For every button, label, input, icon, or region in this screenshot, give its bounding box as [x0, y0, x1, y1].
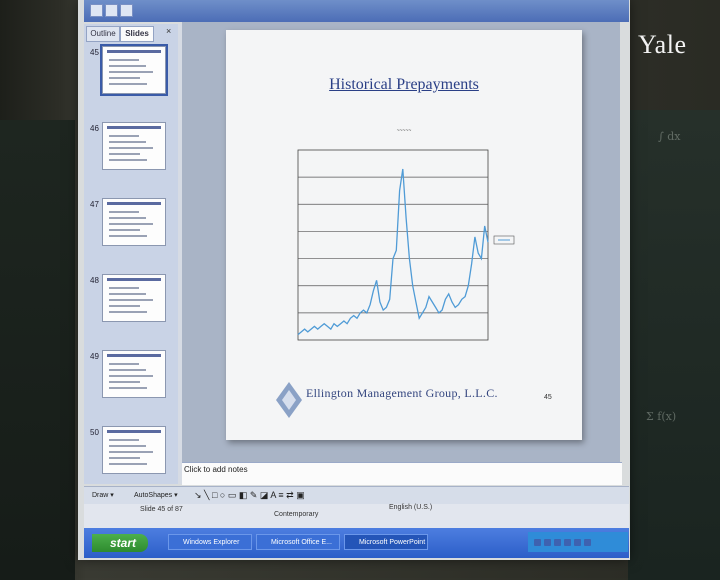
close-icon[interactable] [120, 4, 133, 17]
panel-close-icon[interactable]: × [166, 26, 172, 36]
left-chalkboard [0, 120, 75, 580]
slide-title: Historical Prepayments [329, 76, 479, 93]
chart-frame [297, 149, 489, 341]
slide-thumbnail[interactable] [102, 122, 166, 170]
language-indicator: English (U.S.) [389, 504, 433, 511]
slide-thumbnail[interactable] [102, 274, 166, 322]
chart-legend-box [493, 235, 515, 245]
company-logo-text: Ellington Management Group, L.L.C. [306, 386, 498, 400]
status-bar: Slide 45 of 87 Contemporary English (U.S… [84, 504, 629, 528]
yale-watermark: Yale [638, 30, 687, 59]
tray-icon[interactable] [574, 539, 581, 546]
thumbnail-number: 49 [90, 352, 99, 361]
taskbar-item-explorer[interactable]: Windows Explorer [168, 534, 252, 550]
thumbnail-number: 45 [90, 48, 99, 57]
tray-icon[interactable] [584, 539, 591, 546]
slides-panel: Outline Slides × 45 46 47 48 49 50 [84, 24, 182, 484]
save-icon[interactable] [90, 4, 103, 17]
prepayment-chart [297, 149, 515, 341]
thumbnail-number: 50 [90, 428, 99, 437]
slide-thumbnail[interactable] [102, 426, 166, 474]
draw-menu[interactable]: Draw ▾ [92, 492, 114, 499]
right-chalkboard: ∫ dx Σ f(x) [628, 110, 720, 580]
thumbnail-number: 48 [90, 276, 99, 285]
tray-icon[interactable] [534, 539, 541, 546]
thumbnail-number: 47 [90, 200, 99, 209]
notes-placeholder: Click to add notes [184, 465, 248, 474]
tab-outline[interactable]: Outline [86, 26, 120, 42]
slide-position: Slide 45 of 87 [140, 506, 183, 513]
thumbnail-number: 46 [90, 124, 99, 133]
drawing-toolbar: Draw ▾ AutoShapes ▾ ↘ ╲ □ ○ ▭ ◧ ✎ ◪ A ≡ … [84, 486, 629, 505]
notes-pane[interactable]: Click to add notes [182, 462, 622, 485]
chart-series-line [297, 168, 489, 336]
slide-thumbnail[interactable] [102, 198, 166, 246]
print-icon[interactable] [105, 4, 118, 17]
current-slide[interactable]: Historical Prepayments ~~~~~ Ellington M… [226, 30, 582, 440]
chart-caption: ~~~~~ [396, 128, 412, 134]
tray-icon[interactable] [564, 539, 571, 546]
start-button[interactable]: start [92, 534, 148, 552]
slide-thumbnail[interactable] [100, 44, 168, 96]
slide-number: 45 [544, 394, 552, 401]
tab-slides[interactable]: Slides [120, 26, 154, 42]
shape-tools-icon[interactable]: ↘ ╲ □ ○ ▭ ◧ ✎ ◪ A ≡ ⇄ ▣ [194, 490, 305, 500]
taskbar-item-office[interactable]: Microsoft Office E... [256, 534, 340, 550]
autoshapes-menu[interactable]: AutoShapes ▾ [134, 492, 178, 499]
ellington-logo-icon [276, 382, 302, 418]
windows-taskbar: start Windows Explorer Microsoft Office … [84, 528, 629, 558]
system-tray [528, 532, 628, 552]
slide-thumbnail[interactable] [102, 350, 166, 398]
window-titlebar [84, 0, 629, 22]
panel-scrollbar[interactable] [178, 24, 184, 484]
taskbar-item-powerpoint[interactable]: Microsoft PowerPoint [344, 534, 428, 550]
design-name: Contemporary [274, 511, 319, 518]
tray-icon[interactable] [554, 539, 561, 546]
tray-icon[interactable] [544, 539, 551, 546]
